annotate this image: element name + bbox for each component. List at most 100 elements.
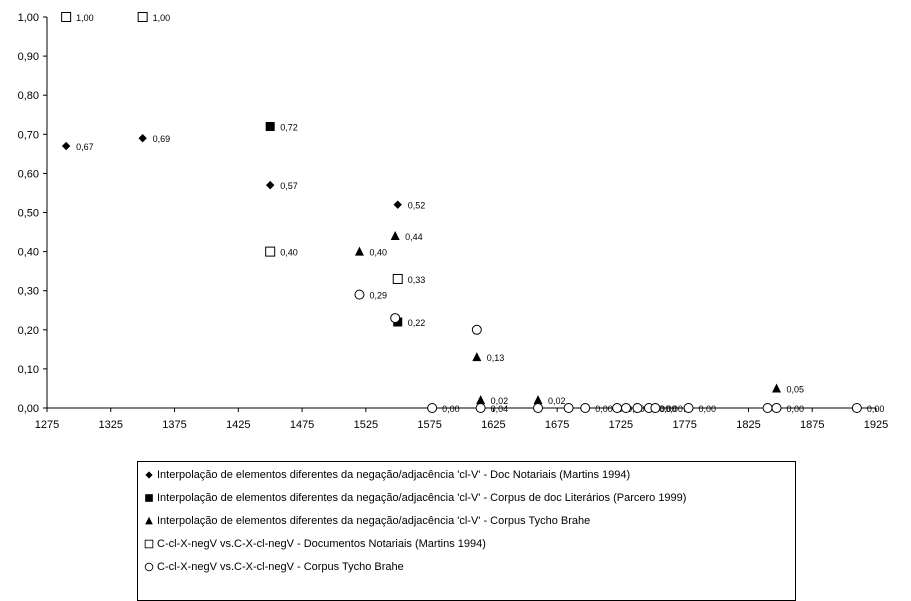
series-5-point-6 bbox=[533, 403, 544, 413]
legend-marker bbox=[144, 562, 154, 572]
series-5-data-label: 0,04 bbox=[491, 404, 509, 414]
legend-marker-shape bbox=[145, 516, 153, 525]
series-5-point-3 bbox=[390, 313, 401, 324]
series-1-point-4 bbox=[393, 200, 402, 209]
y-tick-label: 0,00 bbox=[18, 403, 39, 415]
series-3-data-label: 0,44 bbox=[405, 232, 423, 242]
series-1-data-label: 0,69 bbox=[153, 134, 171, 144]
x-tick-label: 1375 bbox=[162, 419, 186, 431]
series-3-point-5 bbox=[533, 395, 543, 405]
series-5-point-15 bbox=[762, 403, 773, 413]
series-3-point-3 bbox=[472, 352, 482, 362]
series-4-point-1 bbox=[61, 12, 72, 22]
series-3-data-label: 0,40 bbox=[369, 248, 387, 258]
series-1-data-label: 0,52 bbox=[408, 201, 426, 211]
series-1-point-1 bbox=[61, 141, 71, 151]
x-tick-label: 1275 bbox=[35, 419, 59, 431]
series-5-point-10 bbox=[621, 403, 632, 413]
series-3-point-4 bbox=[476, 395, 486, 405]
series-5-point-16 bbox=[771, 403, 782, 413]
series-5-point-1 bbox=[427, 403, 438, 413]
y-tick-label: 0,20 bbox=[18, 325, 39, 337]
y-tick-label: 0,10 bbox=[18, 364, 39, 376]
legend-label: Interpolação de elementos diferentes da … bbox=[157, 492, 687, 504]
series-5-point-9 bbox=[612, 403, 623, 413]
series-5-point-4 bbox=[471, 324, 482, 335]
series-5-point-17 bbox=[851, 403, 862, 413]
series-3-point-1 bbox=[354, 246, 364, 256]
series-3-data-label: 0,02 bbox=[548, 396, 566, 406]
series-5-data-label: 0,00 bbox=[595, 404, 613, 414]
legend-item-2: Interpolação de elementos diferentes da … bbox=[144, 489, 686, 507]
legend-label: Interpolação de elementos diferentes da … bbox=[157, 515, 591, 527]
y-tick-label: 0,40 bbox=[18, 247, 39, 259]
series-5-point-14 bbox=[683, 403, 694, 413]
series-5-point-13 bbox=[650, 403, 661, 413]
y-tick-label: 0,60 bbox=[18, 168, 39, 180]
series-5-point-2 bbox=[354, 289, 365, 300]
series-5-data-label: 0,00 bbox=[665, 404, 683, 414]
series-5-point-5 bbox=[475, 403, 486, 413]
scatter-chart: 0,00 0,10 0,20 0,30 0,40 0,50 0,60 0,70 0,80 0,90… bbox=[18, 12, 888, 431]
x-tick-label: 1625 bbox=[481, 419, 505, 431]
series-4-data-label: 1,00 bbox=[153, 13, 171, 23]
legend-label: C-cl-X-negV vs.C-X-cl-negV - Corpus Tych… bbox=[157, 561, 404, 573]
series-2-point-1 bbox=[265, 121, 275, 131]
series-3-data-label: 0,02 bbox=[491, 396, 509, 406]
x-tick-label: 1525 bbox=[354, 419, 378, 431]
x-tick-label: 1575 bbox=[417, 419, 441, 431]
legend-marker-shape bbox=[144, 539, 154, 549]
series-1-point-3 bbox=[265, 180, 275, 190]
series-4-data-label: 0,33 bbox=[408, 275, 426, 285]
y-tick-label: 0,90 bbox=[18, 51, 39, 63]
series-5-point-11 bbox=[632, 403, 643, 413]
series-4-data-label: 1,00 bbox=[76, 13, 94, 23]
x-tick-label: 1725 bbox=[609, 419, 633, 431]
y-tick-label: 0,70 bbox=[18, 129, 39, 141]
series-5-data-label: 0,00 bbox=[699, 404, 717, 414]
y-tick-label: 0,50 bbox=[18, 208, 39, 220]
series-5-data-label: 0,29 bbox=[369, 291, 387, 301]
series-5-point-8 bbox=[580, 403, 591, 413]
x-tick-label: 1875 bbox=[800, 419, 824, 431]
series-4-data-label: 0,40 bbox=[280, 248, 298, 258]
series-1-data-label: 0,57 bbox=[280, 181, 298, 191]
y-tick-label: 0,30 bbox=[18, 286, 39, 298]
legend-item-3: Interpolação de elementos diferentes da … bbox=[144, 512, 590, 530]
series-3-data-label: 0,05 bbox=[787, 384, 805, 394]
series-5-data-label: 0,00 bbox=[442, 404, 460, 414]
x-tick-label: 1675 bbox=[545, 419, 569, 431]
chart-legend: Interpolação de elementos diferentes da … bbox=[137, 461, 796, 601]
series-3-point-2 bbox=[390, 230, 400, 240]
y-tick-label: 0,80 bbox=[18, 90, 39, 102]
legend-marker bbox=[145, 471, 153, 479]
x-tick-label: 1325 bbox=[99, 419, 123, 431]
x-tick-label: 1825 bbox=[736, 419, 760, 431]
series-5-data-label: 0,00 bbox=[659, 404, 677, 414]
legend-item-5: C-cl-X-negV vs.C-X-cl-negV - Corpus Tych… bbox=[144, 558, 404, 576]
series-4-point-2 bbox=[137, 12, 148, 22]
series-3-point-6 bbox=[772, 383, 782, 393]
legend-marker-shape bbox=[145, 494, 153, 502]
legend-marker bbox=[145, 494, 153, 502]
x-tick-label: 1925 bbox=[864, 419, 888, 431]
legend-marker bbox=[144, 539, 154, 549]
series-1-point-2 bbox=[138, 134, 147, 143]
legend-item-1: Interpolação de elementos diferentes da … bbox=[144, 466, 630, 484]
legend-item-4: C-cl-X-negV vs.C-X-cl-negV - Documentos … bbox=[144, 535, 486, 553]
x-tick-label: 1775 bbox=[672, 419, 696, 431]
series-5-data-label: 0,00 bbox=[867, 404, 885, 414]
legend-label: Interpolação de elementos diferentes da … bbox=[157, 469, 631, 481]
series-4-point-3 bbox=[265, 246, 276, 257]
series-1-data-label: 0,67 bbox=[76, 142, 94, 152]
y-tick-label: 1,00 bbox=[18, 12, 39, 24]
legend-label: C-cl-X-negV vs.C-X-cl-negV - Documentos … bbox=[157, 538, 486, 550]
series-4-point-4 bbox=[392, 273, 403, 284]
legend-marker-shape bbox=[144, 562, 154, 572]
x-tick-label: 1475 bbox=[290, 419, 314, 431]
x-tick-label: 1425 bbox=[226, 419, 250, 431]
legend-marker-shape bbox=[145, 471, 153, 479]
legend-marker bbox=[145, 516, 153, 525]
series-5-data-label: 0,00 bbox=[787, 404, 805, 414]
series-3-data-label: 0,13 bbox=[487, 353, 505, 363]
